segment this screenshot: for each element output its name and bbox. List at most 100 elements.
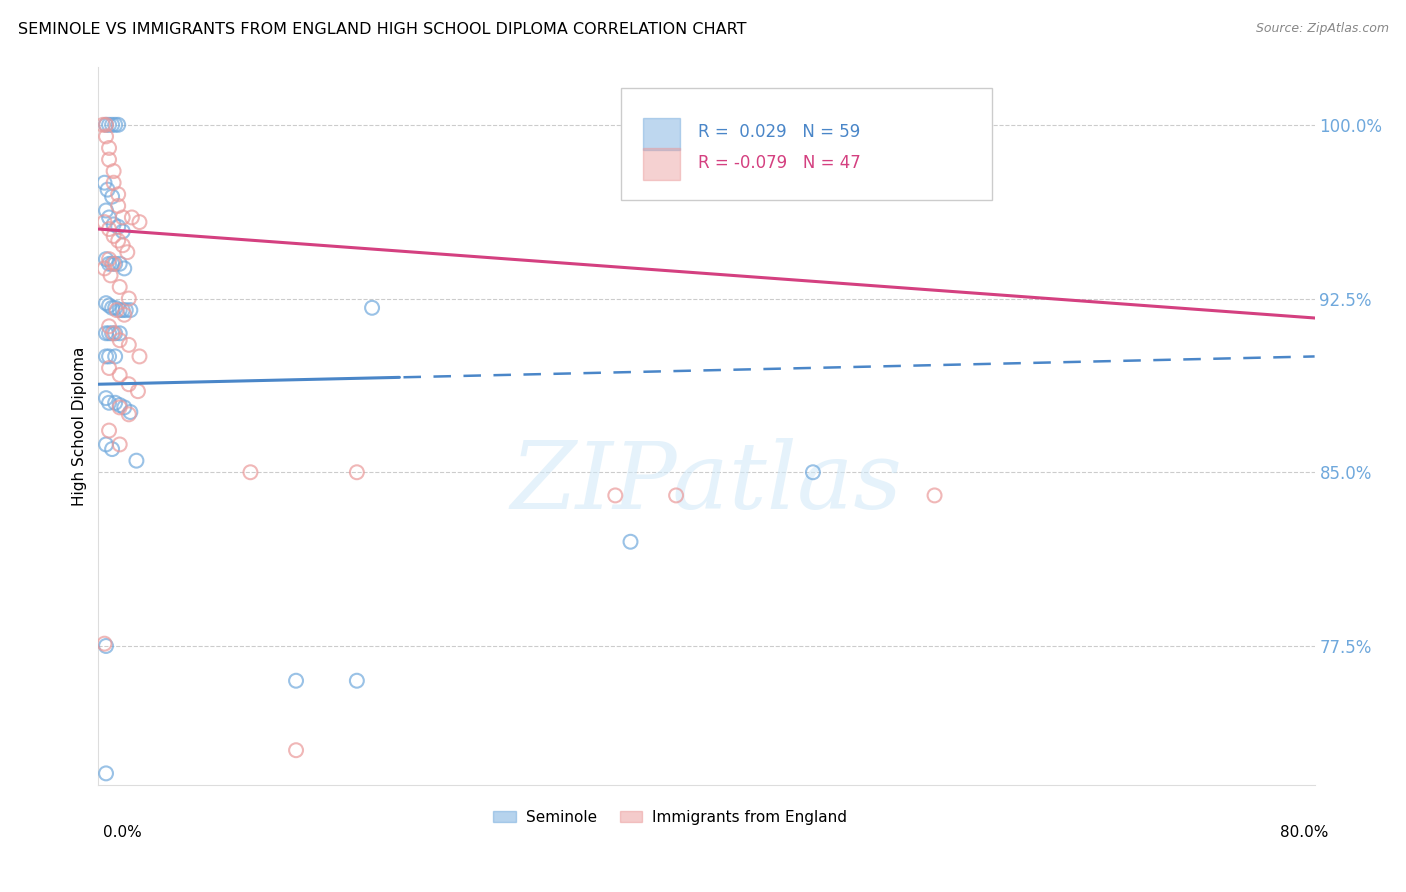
Point [94,437,117,451]
Point [93,176,115,190]
Point [108,333,131,347]
Point [94,766,117,780]
Point [118,292,141,306]
Point [112,308,135,322]
Point [91,118,114,132]
FancyBboxPatch shape [621,88,993,200]
Point [285,673,308,688]
Point [118,338,141,352]
Point [94,326,117,341]
Point [346,673,368,688]
Point [114,303,136,318]
Point [94,639,117,653]
Point [101,257,124,271]
Point [98,326,121,341]
Point [619,534,641,549]
Text: ZIPatlas: ZIPatlas [510,438,903,528]
Point [94,118,117,132]
Point [93,215,115,229]
Point [361,301,384,315]
Point [98,350,121,364]
Point [108,437,131,451]
Point [665,488,688,502]
Point [107,199,129,213]
Point [98,361,121,376]
Point [98,319,121,334]
Point [801,465,824,479]
Point [285,743,308,757]
Point [104,396,127,410]
Point [107,234,129,248]
Point [108,303,131,318]
Point [120,303,142,318]
Point [94,129,117,144]
Text: R = -0.079   N = 47: R = -0.079 N = 47 [697,153,860,171]
Point [118,377,141,392]
Point [101,301,124,315]
Point [94,350,117,364]
Point [98,211,121,225]
Point [103,257,125,271]
Point [100,268,122,283]
Point [98,141,121,155]
Point [104,257,127,271]
Point [107,219,129,234]
Point [103,229,125,244]
Text: R =  0.029   N = 59: R = 0.029 N = 59 [697,123,860,141]
Point [101,189,124,203]
Point [108,326,131,341]
Point [98,153,121,167]
Text: Source: ZipAtlas.com: Source: ZipAtlas.com [1256,22,1389,36]
Point [108,257,131,271]
Point [98,298,121,312]
Point [98,257,121,271]
Point [104,350,127,364]
Point [93,261,115,276]
Point [111,224,134,238]
Point [112,401,135,415]
Point [101,326,124,341]
Point [128,215,150,229]
Point [94,203,117,218]
Point [98,396,121,410]
Point [108,401,131,415]
Point [924,488,946,502]
Point [103,164,125,178]
Point [112,261,135,276]
Point [94,118,117,132]
Point [111,303,134,318]
Point [103,326,125,341]
Point [104,326,127,341]
Y-axis label: High School Diploma: High School Diploma [72,346,87,506]
Text: 0.0%: 0.0% [103,825,142,840]
Point [127,384,149,399]
Point [105,303,128,318]
Point [108,280,131,294]
Point [103,218,125,232]
Point [101,118,124,132]
Point [346,465,368,479]
Point [118,408,141,422]
Point [111,238,134,252]
Point [94,296,117,310]
Point [104,301,127,315]
Point [101,442,124,456]
Point [128,350,150,364]
Point [94,252,117,267]
Point [605,488,627,502]
Point [107,118,129,132]
Point [117,245,139,260]
Point [98,252,121,267]
Point [239,465,262,479]
Point [103,176,125,190]
Legend: Seminole, Immigrants from England: Seminole, Immigrants from England [488,804,853,831]
Bar [644,118,679,150]
Point [121,211,143,225]
Point [108,398,131,412]
Text: SEMINOLE VS IMMIGRANTS FROM ENGLAND HIGH SCHOOL DIPLOMA CORRELATION CHART: SEMINOLE VS IMMIGRANTS FROM ENGLAND HIGH… [18,22,747,37]
Point [93,637,115,651]
Bar [644,148,679,180]
Point [94,391,117,405]
Point [98,118,121,132]
Point [98,222,121,236]
